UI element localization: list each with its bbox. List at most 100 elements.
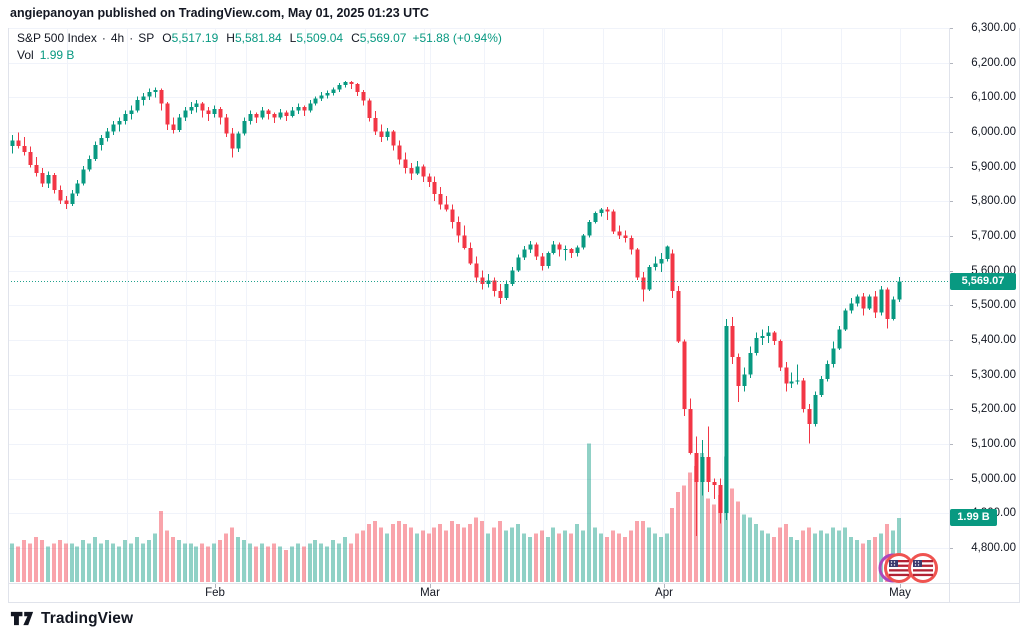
candle-body (772, 332, 777, 342)
candle-body (284, 112, 289, 117)
price-tick-label: 5,200.00 (971, 403, 1016, 416)
volume-bar (861, 543, 865, 582)
candle-body (46, 174, 51, 184)
candle-body (64, 200, 69, 205)
volume-badge: 1.99 B (950, 509, 997, 526)
candle-body (308, 103, 313, 111)
time-axis-separator[interactable] (8, 583, 1019, 584)
volume-bar (635, 520, 639, 582)
candle-body (891, 299, 896, 319)
candle-body (516, 257, 521, 271)
change-value: +51.88 (+0.94%) (412, 31, 502, 45)
candle-body (546, 252, 551, 266)
volume-bar (28, 543, 32, 582)
price-tick-label: 5,700.00 (971, 230, 1016, 242)
volume-bar (123, 540, 127, 582)
price-axis-separator[interactable] (949, 28, 950, 603)
candle-body (766, 332, 771, 337)
volume-bar (807, 527, 811, 582)
us-flag-emoji-icon[interactable] (908, 553, 938, 583)
candle-body (302, 107, 307, 111)
volume-bar (784, 524, 788, 582)
chart-right-border (1019, 28, 1020, 603)
symbol-name[interactable]: S&P 500 Index (17, 31, 97, 45)
candle-body (99, 138, 104, 146)
month-label: Feb (205, 587, 225, 599)
volume-bar (302, 546, 306, 582)
volume-bar (748, 517, 752, 582)
volume-bar (647, 527, 651, 582)
candle-body (230, 133, 235, 149)
volume-bar (379, 527, 383, 582)
price-tick-label: 5,500.00 (971, 299, 1016, 312)
volume-label[interactable]: Vol (17, 48, 34, 62)
volume-bar (438, 524, 442, 582)
volume-bar (361, 530, 365, 582)
interval-label[interactable]: 4h (110, 31, 125, 45)
candle-body (141, 96, 146, 101)
volume-bar (444, 530, 448, 582)
chart-bottom-border (8, 602, 1019, 603)
candle-body (897, 281, 902, 300)
candle-body (504, 284, 509, 299)
candle-body (468, 247, 473, 264)
volume-bar (432, 527, 436, 582)
ohlc-h-value: H5,581.84 (226, 31, 282, 45)
candle-body (736, 356, 741, 386)
volume-bar (700, 453, 704, 582)
volume-bar (64, 543, 68, 582)
candle-body (438, 194, 443, 205)
candle-body (117, 120, 122, 125)
tradingview-logo[interactable]: TradingView (10, 609, 133, 628)
candle-body (498, 291, 503, 299)
candle-body (409, 168, 414, 174)
volume-bar (391, 524, 395, 582)
volume-bar (778, 527, 782, 582)
volume-histogram (10, 443, 901, 582)
volume-bar (855, 540, 859, 582)
volume-bar (266, 546, 270, 582)
candle-body (10, 140, 15, 146)
volume-bar (165, 530, 169, 582)
volume-bar (825, 533, 829, 582)
volume-bar (427, 533, 431, 582)
volume-bar (331, 540, 335, 582)
candle-body (325, 93, 330, 96)
candle-body (813, 395, 818, 424)
candle-body (129, 110, 134, 114)
horizontal-gridlines (8, 28, 953, 549)
tradingview-logo-text: TradingView (41, 609, 134, 627)
candle-body (748, 352, 753, 375)
ohlc-c-value: C5,569.07 (351, 31, 407, 45)
price-tick-label: 4,800.00 (971, 542, 1016, 554)
volume-bar (486, 533, 490, 582)
volume-bar (415, 533, 419, 582)
volume-bar (70, 543, 74, 582)
volume-bar (659, 536, 663, 582)
volume-bar (337, 543, 341, 582)
volume-bar (849, 536, 853, 582)
volume-legend: Vol 1.99 B (17, 48, 74, 62)
volume-bar (551, 527, 555, 582)
volume-bar (456, 524, 460, 582)
volume-bar (421, 530, 425, 582)
volume-bar (706, 498, 710, 582)
volume-bar (623, 536, 627, 582)
candle-body (540, 256, 545, 266)
candle-body (510, 270, 515, 285)
volume-bar (569, 533, 573, 582)
volume-bar (718, 495, 722, 582)
candle-body (742, 374, 747, 386)
time-axis[interactable]: Feb Mar Apr May (0, 584, 1024, 602)
volume-bar (813, 533, 817, 582)
volume-bar (462, 527, 466, 582)
price-tick-label: 5,400.00 (971, 334, 1016, 346)
flag-stickers[interactable] (874, 550, 940, 591)
candle-body (581, 235, 586, 248)
candle-body (415, 166, 420, 174)
volume-bar (171, 536, 175, 582)
volume-bar (772, 536, 776, 582)
candle-body (682, 341, 687, 409)
